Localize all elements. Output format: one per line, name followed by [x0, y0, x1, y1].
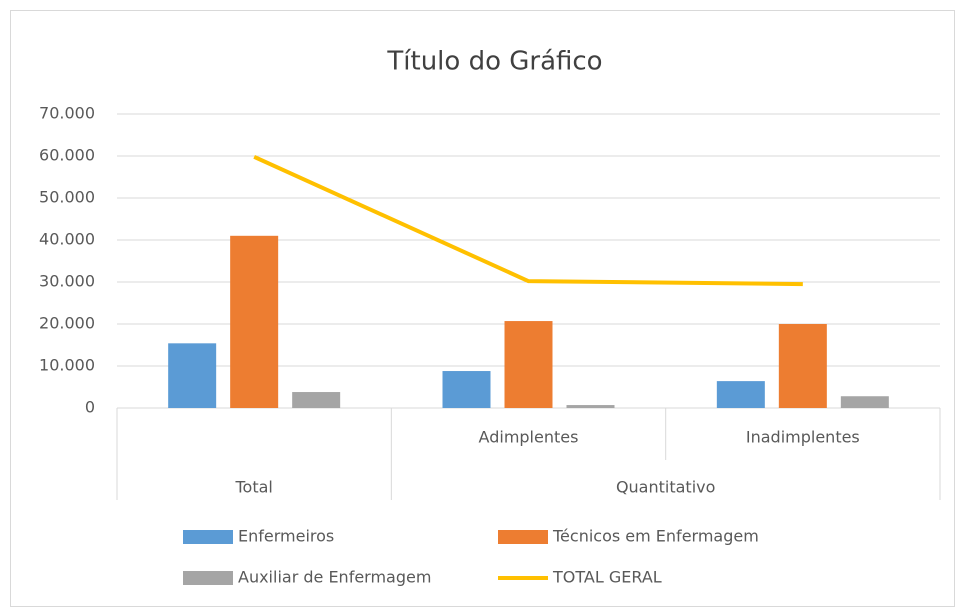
legend-label: Técnicos em Enfermagem — [552, 527, 759, 546]
bar — [168, 343, 217, 408]
bar — [442, 371, 491, 408]
y-tick-label: 20.000 — [39, 314, 95, 333]
y-tick-label: 10.000 — [39, 356, 95, 375]
legend-swatch — [183, 530, 233, 544]
legend-swatch — [183, 571, 233, 585]
bar — [778, 324, 827, 408]
y-tick-label: 30.000 — [39, 272, 95, 291]
line-series — [253, 155, 803, 287]
y-tick-label: 40.000 — [39, 230, 95, 249]
bar — [230, 235, 279, 408]
bar — [840, 396, 889, 408]
y-tick-label: 0 — [85, 398, 95, 417]
chart-title: Título do Gráfico — [386, 47, 602, 77]
legend-swatch — [498, 530, 548, 544]
y-tick-label: 50.000 — [39, 188, 95, 207]
x-tick-label: Inadimplentes — [746, 428, 860, 447]
legend-label: Auxiliar de Enfermagem — [238, 568, 431, 587]
bar — [566, 405, 615, 408]
x-tick-label: Adimplentes — [479, 428, 579, 447]
chart-frame — [10, 10, 955, 607]
category-group-label: Total — [234, 478, 272, 497]
y-tick-label: 60.000 — [39, 146, 95, 165]
bar — [292, 392, 341, 408]
bar — [504, 321, 553, 408]
category-group-label: Quantitativo — [616, 478, 715, 497]
legend-label: Enfermeiros — [238, 527, 334, 546]
y-tick-label: 70.000 — [39, 104, 95, 123]
bar — [716, 381, 765, 408]
legend-label: TOTAL GERAL — [552, 568, 662, 587]
